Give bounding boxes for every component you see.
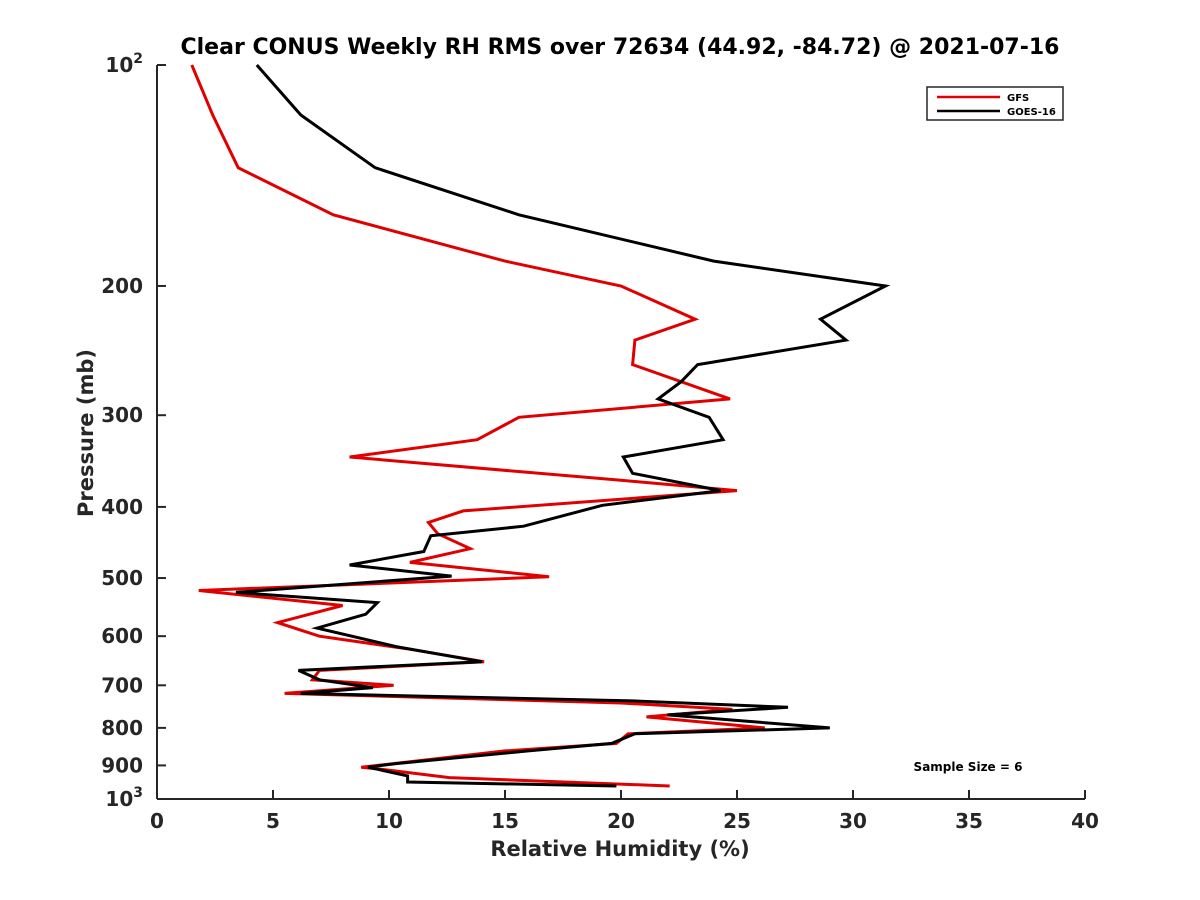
y-tick-label: 300 xyxy=(101,403,143,427)
x-tick-label: 20 xyxy=(607,809,635,833)
y-tick-label: 500 xyxy=(101,566,143,590)
legend-label: GFS xyxy=(1007,93,1029,104)
x-tick-label: 35 xyxy=(955,809,983,833)
x-tick-label: 30 xyxy=(839,809,867,833)
x-tick-label: 25 xyxy=(723,809,751,833)
sample-size-annotation: Sample Size = 6 xyxy=(914,760,1023,774)
x-tick-label: 40 xyxy=(1071,809,1099,833)
y-tick-label: 103 xyxy=(105,785,143,811)
series-line-gfs xyxy=(190,64,765,788)
legend-label: GOES-16 xyxy=(1007,107,1056,118)
y-tick-label: 400 xyxy=(101,495,143,519)
legend-box xyxy=(926,86,1064,121)
x-axis-label: Relative Humidity (%) xyxy=(490,837,749,861)
y-tick-label: 102 xyxy=(105,51,143,77)
y-tick-label: 800 xyxy=(101,716,143,740)
x-tick-label: 0 xyxy=(150,809,164,833)
y-tick-label: 600 xyxy=(101,624,143,648)
x-tick-label: 5 xyxy=(266,809,280,833)
chart-title: Clear CONUS Weekly RH RMS over 72634 (44… xyxy=(181,35,1060,60)
y-axis-label: Pressure (mb) xyxy=(74,349,98,517)
x-tick-label: 15 xyxy=(491,809,519,833)
y-tick-label: 200 xyxy=(101,274,143,298)
series-line-goes-16 xyxy=(235,64,891,788)
y-tick-label: 700 xyxy=(101,673,143,697)
legend: GFS GOES-16 xyxy=(926,86,1064,121)
plot-area xyxy=(190,64,891,788)
axes: 0 5 10 15 20 25 30 35 40 102 200 300 400 500 600 700 800… xyxy=(101,51,1099,833)
y-tick-label: 900 xyxy=(101,753,143,777)
x-tick-label: 10 xyxy=(375,809,403,833)
